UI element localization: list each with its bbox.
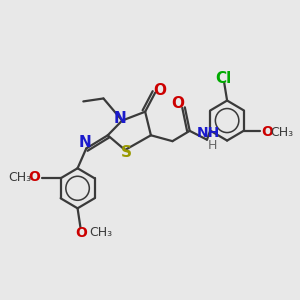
Text: O: O bbox=[261, 125, 273, 139]
Text: O: O bbox=[75, 226, 87, 240]
Text: O: O bbox=[171, 96, 184, 111]
Text: H: H bbox=[208, 139, 218, 152]
Text: N: N bbox=[78, 135, 91, 150]
Text: NH: NH bbox=[197, 126, 220, 140]
Text: CH₃: CH₃ bbox=[270, 125, 293, 139]
Text: Cl: Cl bbox=[215, 71, 232, 86]
Text: O: O bbox=[28, 170, 40, 184]
Text: S: S bbox=[121, 146, 132, 160]
Text: CH₃: CH₃ bbox=[8, 171, 31, 184]
Text: CH₃: CH₃ bbox=[90, 226, 113, 239]
Text: N: N bbox=[113, 111, 126, 126]
Text: O: O bbox=[153, 83, 166, 98]
